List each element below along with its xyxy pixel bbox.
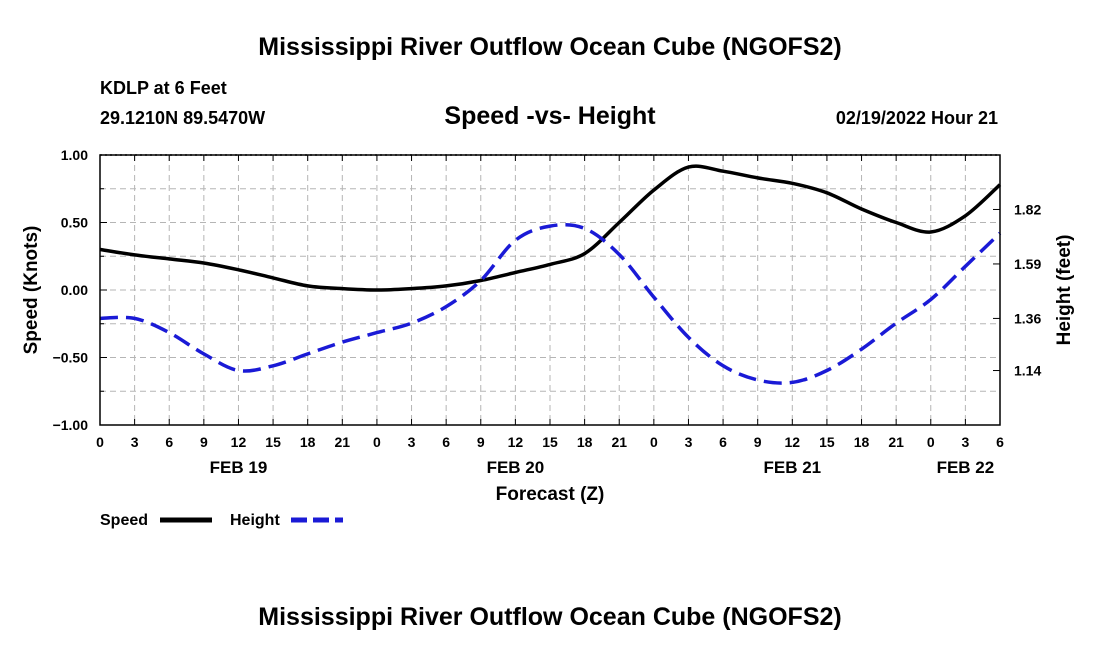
x-tick-label: 21 xyxy=(888,434,904,450)
x-tick-label: 9 xyxy=(200,434,208,450)
y-axis-label-right: Height (feet) xyxy=(1054,235,1075,346)
x-tick-label: 21 xyxy=(611,434,627,450)
x-axis-label: Forecast (Z) xyxy=(496,484,605,505)
grid-lines xyxy=(100,155,1000,425)
date-label: FEB 20 xyxy=(487,458,545,477)
x-tick-label: 12 xyxy=(231,434,247,450)
forecast-datetime: 02/19/2022 Hour 21 xyxy=(836,108,998,128)
x-tick-label: 6 xyxy=(719,434,727,450)
height-series-line xyxy=(99,222,1002,385)
x-tick-label: 3 xyxy=(131,434,139,450)
x-tick-label: 9 xyxy=(754,434,762,450)
x-tick-label: 21 xyxy=(335,434,351,450)
x-tick-label: 0 xyxy=(373,434,381,450)
x-tick-label: 0 xyxy=(96,434,104,450)
x-tick-label: 9 xyxy=(477,434,485,450)
y-tick-label-right: 1.36 xyxy=(1014,310,1041,326)
x-tick-label: 18 xyxy=(577,434,593,450)
x-tick-label: 15 xyxy=(542,434,558,450)
x-tick-label: 18 xyxy=(854,434,870,450)
x-tick-label: 0 xyxy=(927,434,935,450)
x-tick-label: 6 xyxy=(442,434,450,450)
x-tick-label: 3 xyxy=(685,434,693,450)
date-label: FEB 22 xyxy=(937,458,995,477)
x-tick-label: 15 xyxy=(819,434,835,450)
x-tick-label: 3 xyxy=(961,434,969,450)
series-lines xyxy=(99,164,1002,385)
x-tick-label: 12 xyxy=(508,434,524,450)
axes: 0 3 6 9 12 15 18 21 0 3 6 9 12 15 18 21 0 3 6 9 12 15 18 21 0 3 6 −… xyxy=(53,147,1042,477)
speed-series-line xyxy=(99,164,1002,292)
y-tick-label-left: 1.00 xyxy=(61,147,88,163)
x-tick-label: 3 xyxy=(408,434,416,450)
date-label: FEB 21 xyxy=(763,458,821,477)
page-title: Mississippi River Outflow Ocean Cube (NG… xyxy=(258,33,841,61)
x-tick-label: 6 xyxy=(996,434,1004,450)
x-tick-label: 0 xyxy=(650,434,658,450)
station-label: KDLP at 6 Feet xyxy=(100,78,227,98)
x-tick-label: 12 xyxy=(785,434,801,450)
x-tick-label: 18 xyxy=(300,434,316,450)
x-tick-label: 6 xyxy=(165,434,173,450)
date-label: FEB 19 xyxy=(210,458,268,477)
x-tick-label: 15 xyxy=(265,434,281,450)
y-tick-label-left: −0.50 xyxy=(53,350,89,366)
y-tick-label-right: 1.82 xyxy=(1014,201,1041,217)
plot-title: Speed -vs- Height xyxy=(444,102,656,130)
legend-height-label: Height xyxy=(230,512,280,529)
y-tick-label-left: −1.00 xyxy=(53,417,89,433)
legend-speed-label: Speed xyxy=(100,512,148,529)
y-tick-label-right: 1.14 xyxy=(1014,363,1041,379)
station-coords: 29.1210N 89.5470W xyxy=(100,108,265,128)
legend: Speed Height xyxy=(100,512,343,529)
y-tick-label-left: 0.00 xyxy=(61,282,88,298)
y-tick-label-left: 0.50 xyxy=(61,215,88,231)
footer-title: Mississippi River Outflow Ocean Cube (NG… xyxy=(258,603,841,631)
y-tick-label-right: 1.59 xyxy=(1014,256,1041,272)
y-axis-label-left: Speed (Knots) xyxy=(21,226,42,355)
